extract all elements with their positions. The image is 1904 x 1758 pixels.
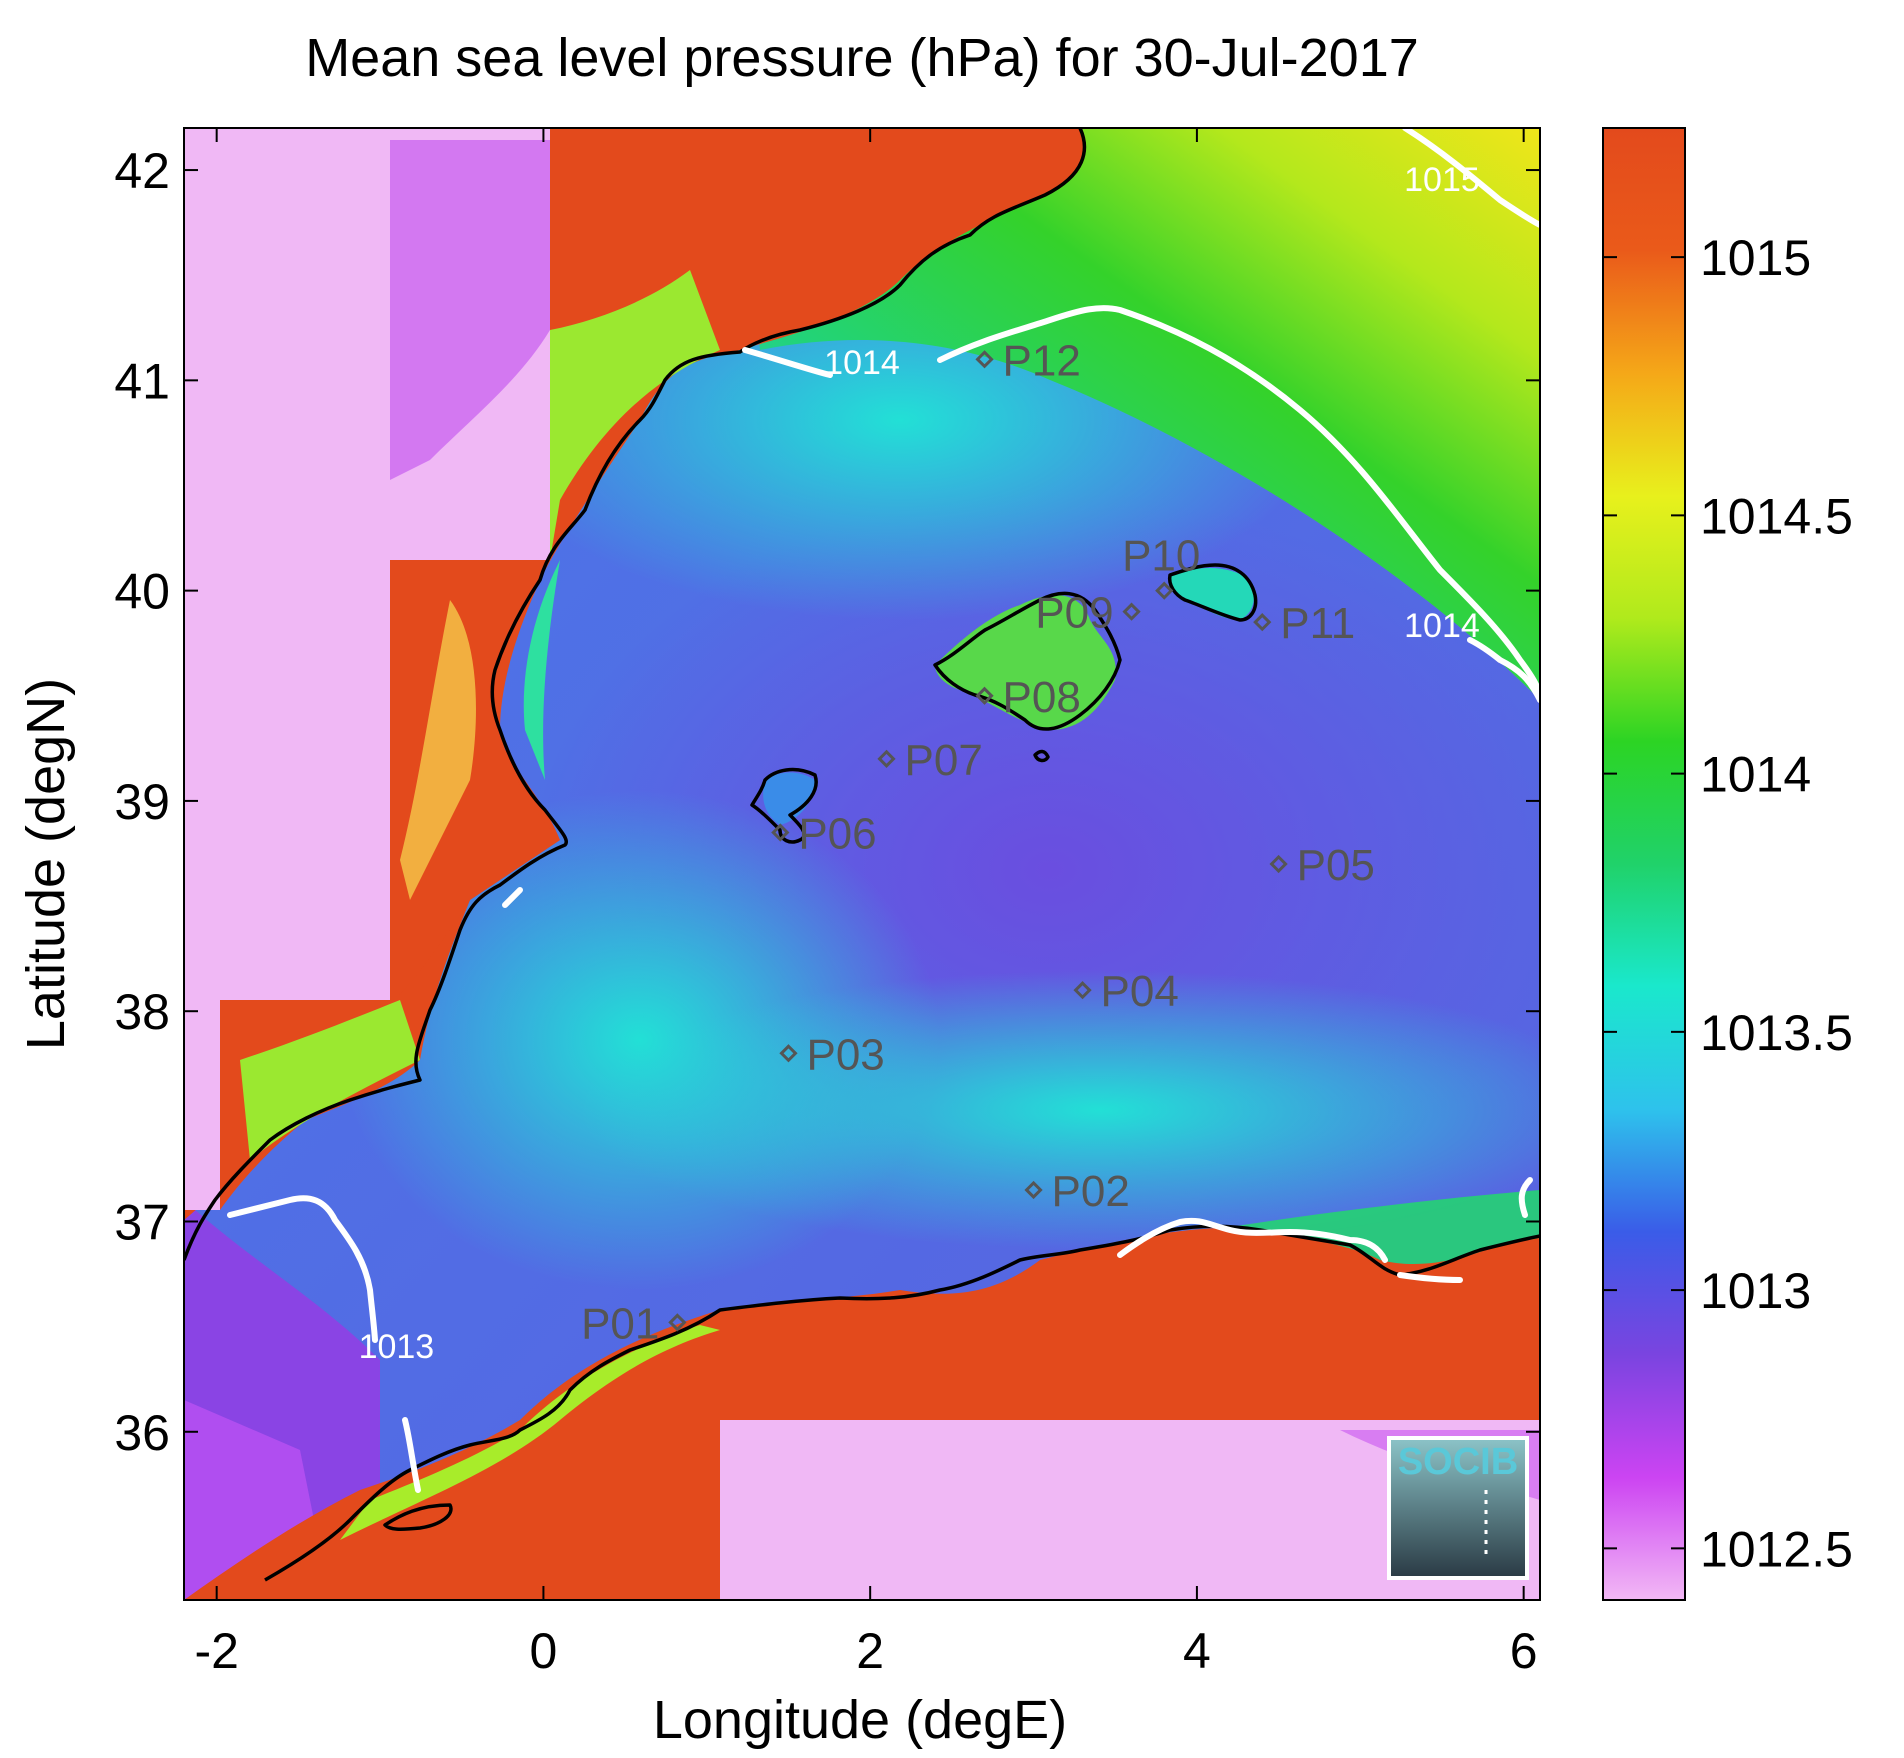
x-tick-label: 0 [530, 1623, 558, 1679]
x-tick-label: -2 [194, 1623, 238, 1679]
socib-logo-text: SOCIB [1398, 1441, 1518, 1483]
contour-label: 1014 [824, 344, 900, 382]
station-marker [877, 749, 896, 768]
station-marker [1269, 854, 1288, 874]
x-axis: -2 0 2 4 6 [194, 128, 1538, 1679]
y-tick-label: 37 [114, 1194, 170, 1250]
colorbar-tick-label: 1014.5 [1700, 488, 1853, 544]
y-tick-label: 39 [114, 774, 170, 830]
colorbar-tick-label: 1014 [1700, 747, 1811, 803]
station-label: P05 [1297, 841, 1375, 890]
station-marker [771, 823, 790, 842]
station-label: P08 [1003, 673, 1081, 722]
chart-title: Mean sea level pressure (hPa) for 30-Jul… [305, 28, 1419, 88]
x-tick-label: 2 [856, 1623, 884, 1679]
y-axis-label: Latitude (degN) [16, 678, 76, 1050]
station-label: P11 [1280, 599, 1355, 648]
station-label: P10 [1122, 532, 1200, 581]
y-tick-label: 42 [114, 143, 170, 199]
station-marker [779, 1044, 798, 1063]
station-label: P01 [581, 1299, 659, 1348]
station-label: P04 [1101, 967, 1179, 1016]
y-tick-label: 41 [114, 353, 170, 409]
isobar-contours [227, 128, 1540, 1493]
pressure-field [184, 128, 1540, 1600]
station-label: P03 [806, 1030, 884, 1079]
colorbar-tick-label: 1012.5 [1700, 1521, 1853, 1577]
contour-labels: 1015 1014 1014 1013 [359, 161, 1480, 1366]
station-marker [1122, 602, 1141, 621]
x-axis-label: Longitude (degE) [653, 1690, 1067, 1750]
station-marker [975, 686, 994, 705]
station-label: P02 [1052, 1167, 1130, 1216]
contour-label: 1013 [359, 1328, 435, 1366]
map-frame [183, 127, 1541, 1601]
colorbar-ticks: 1012.5 1013 1013.5 1014 1014.5 1015 [1603, 230, 1853, 1577]
x-tick-label: 6 [1510, 1623, 1538, 1679]
coastline [184, 128, 1540, 1582]
socib-logo: SOCIB [1387, 1436, 1529, 1580]
colorbar-tick-label: 1015 [1700, 230, 1811, 286]
y-tick-label: 40 [114, 564, 170, 620]
station-marker [1024, 1180, 1043, 1200]
station-marker [975, 350, 994, 369]
y-tick-label: 36 [114, 1405, 170, 1461]
contour-label: 1014 [1404, 607, 1480, 645]
station-label: P12 [1003, 336, 1081, 385]
x-tick-label: 4 [1183, 1623, 1211, 1679]
station-marker [668, 1313, 687, 1332]
contour-label: 1015 [1404, 161, 1480, 199]
y-tick-label: 38 [114, 984, 170, 1040]
colorbar-tick-label: 1013.5 [1700, 1005, 1853, 1061]
station-label: P07 [905, 736, 983, 785]
y-axis: 36 37 38 39 40 41 42 [114, 143, 1540, 1461]
station-label: P09 [1035, 589, 1113, 638]
station-label: P06 [798, 809, 876, 858]
colorbar-tick-label: 1013 [1700, 1263, 1811, 1319]
station-marker [1155, 581, 1174, 600]
station-marker [1073, 981, 1092, 1000]
station-marker [1253, 613, 1272, 632]
colorbar [1602, 127, 1686, 1601]
